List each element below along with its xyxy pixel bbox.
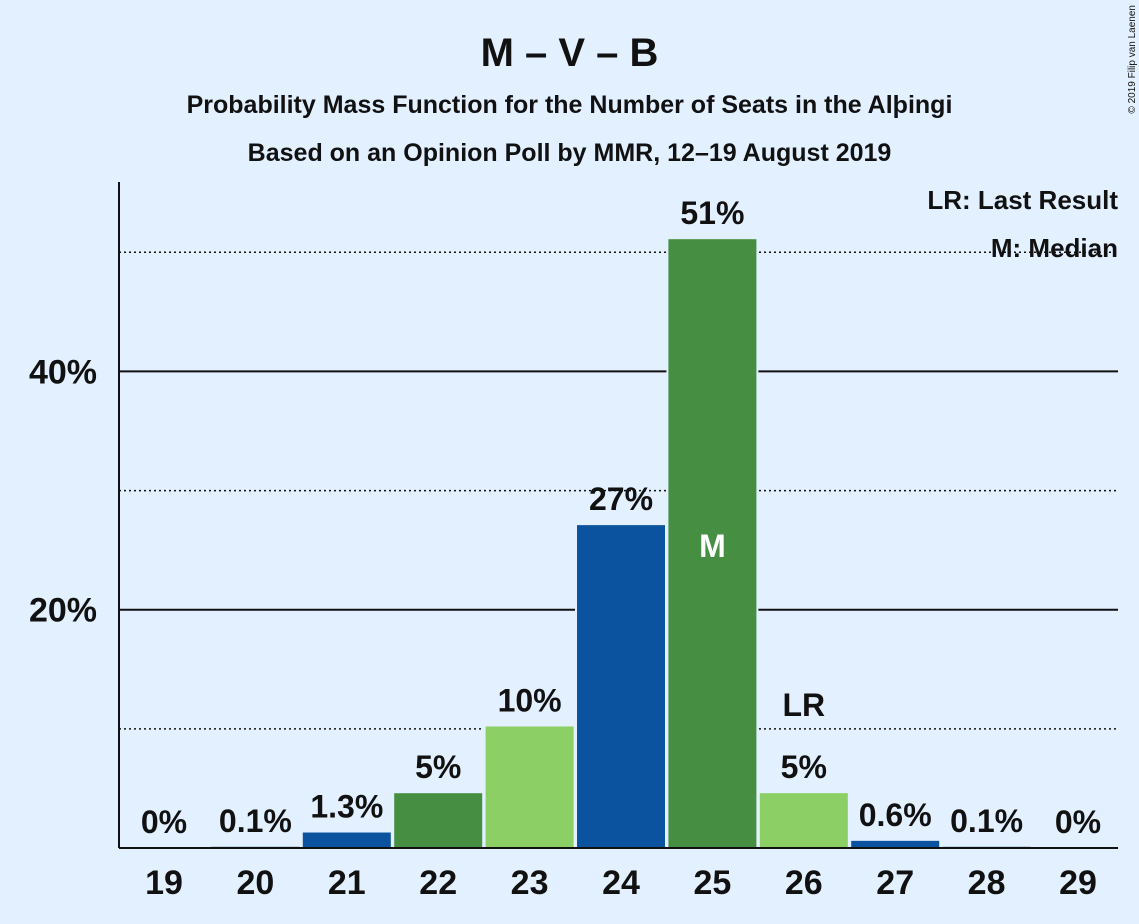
copyright-note: © 2019 Filip van Laenen [1127,5,1138,114]
bars [209,237,1033,848]
x-tick-label: 21 [328,864,366,902]
value-label: 0% [1055,804,1101,840]
y-tick-label: 20% [29,592,97,630]
value-label: 0.6% [859,797,932,833]
bar-seats-21 [302,832,391,848]
legend-median: M: Median [991,233,1118,263]
x-tick-label: 23 [511,864,549,902]
bar-seats-23 [485,726,574,848]
x-tick-label: 22 [419,864,457,902]
value-label: 0.1% [219,803,292,839]
x-tick-label: 27 [876,864,914,902]
bar-seats-26 [759,793,848,848]
bar-seats-24 [577,525,665,848]
legend-last-result: LR: Last Result [927,185,1118,215]
chart-subtitle-line-2: Based on an Opinion Poll by MMR, 12–19 A… [248,139,892,167]
bar-outline [940,844,1033,848]
value-label: 27% [589,481,653,517]
value-label: 10% [498,682,562,718]
x-tick-label: 28 [968,864,1006,902]
last-result-marker: LR [782,687,825,723]
chart-subtitle-line-1: Probability Mass Function for the Number… [187,91,953,119]
chart-title: M – V – B [481,31,659,75]
value-label: 1.3% [310,789,383,825]
value-label: 5% [415,749,461,785]
value-label: 51% [680,195,744,231]
axes: 20% 40% 19 20 21 22 23 24 25 26 27 28 29 [29,182,1118,902]
bar-seats-27 [851,840,940,848]
x-tick-label: 25 [693,864,731,902]
x-tick-label: 24 [602,864,640,902]
x-tick-label: 29 [1059,864,1097,902]
value-label: 0.1% [950,803,1023,839]
legend: LR: Last Result M: Median [927,185,1118,263]
bar-outline [209,844,302,848]
bar-seats-25 [668,239,757,848]
value-label: 0% [141,804,187,840]
median-marker: M [699,528,726,564]
y-tick-label: 40% [29,353,97,391]
x-tick-label: 20 [236,864,274,902]
x-tick-label: 26 [785,864,823,902]
bar-seats-22 [394,793,483,848]
value-label: 5% [781,749,827,785]
x-tick-label: 19 [145,864,183,902]
data-labels: 0% 0.1% 1.3% 5% 10% 27% 51% 5% 0.6% 0.1% 0% M LR [141,195,1101,840]
